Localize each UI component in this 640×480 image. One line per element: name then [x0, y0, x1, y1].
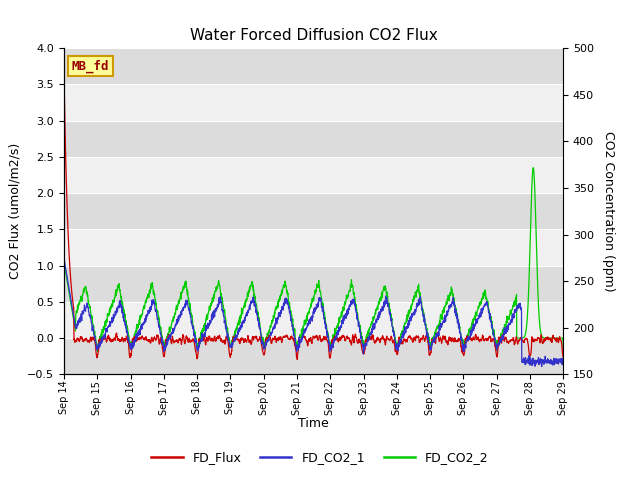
Bar	[64, 157, 563, 193]
Bar	[64, 338, 563, 374]
Bar	[64, 84, 563, 120]
Y-axis label: CO2 Flux (umol/m2/s): CO2 Flux (umol/m2/s)	[9, 143, 22, 279]
Title: Water Forced Diffusion CO2 Flux: Water Forced Diffusion CO2 Flux	[189, 28, 438, 43]
Bar	[64, 302, 563, 338]
Y-axis label: CO2 Concentration (ppm): CO2 Concentration (ppm)	[602, 131, 615, 291]
Bar	[64, 193, 563, 229]
Bar	[64, 229, 563, 265]
Bar	[64, 120, 563, 157]
X-axis label: Time: Time	[298, 418, 329, 431]
Bar	[64, 265, 563, 302]
Bar	[64, 48, 563, 84]
Legend: FD_Flux, FD_CO2_1, FD_CO2_2: FD_Flux, FD_CO2_1, FD_CO2_2	[147, 446, 493, 469]
Text: MB_fd: MB_fd	[72, 60, 109, 73]
